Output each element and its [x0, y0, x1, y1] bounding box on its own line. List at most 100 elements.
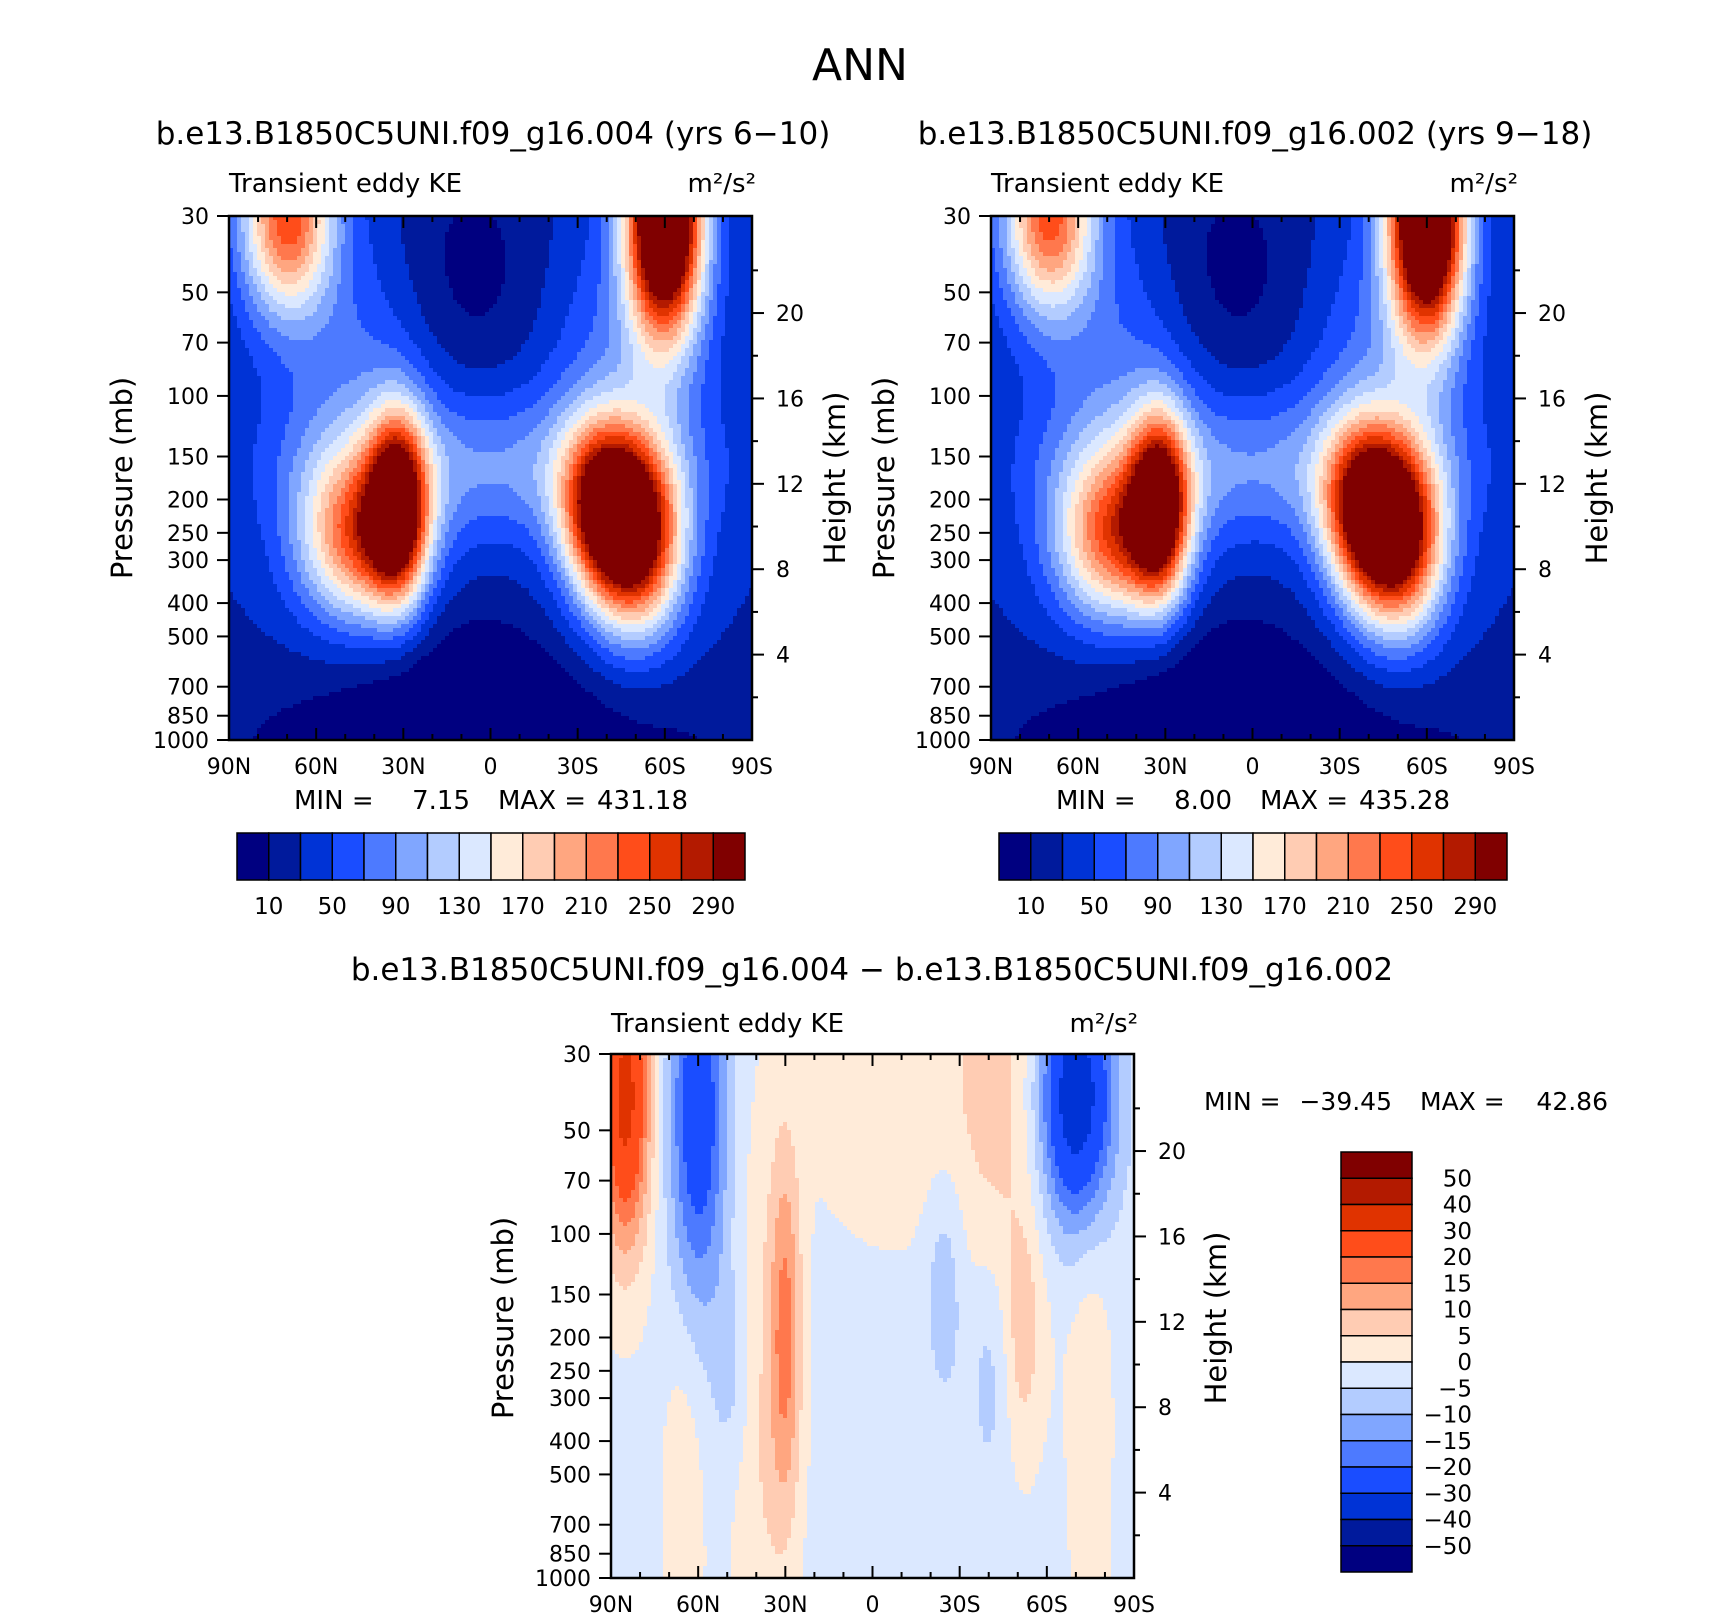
contour-cell [449, 464, 534, 469]
contour-cell [549, 412, 562, 417]
contour-cell [573, 580, 582, 585]
contour-cell [717, 532, 753, 537]
contour-cell [693, 488, 698, 493]
contour-cell [421, 420, 426, 425]
contour-cell [661, 556, 666, 561]
contour-cell [1023, 228, 1028, 233]
contour-cell [1491, 216, 1515, 221]
contour-cell [589, 236, 602, 241]
contour-cell [621, 320, 626, 325]
contour-cell [309, 576, 322, 581]
contour-cell [1211, 280, 1268, 285]
contour-cell [705, 332, 714, 337]
contour-cell [573, 384, 594, 389]
contour-cell [525, 552, 542, 557]
contour-cell [309, 216, 314, 221]
contour-cell [333, 504, 342, 509]
contour-cell [633, 428, 646, 433]
contour-cell [269, 228, 278, 233]
contour-cell [581, 552, 586, 557]
contour-cell [405, 576, 410, 581]
contour-cell [417, 412, 422, 417]
contour-cell [545, 268, 582, 273]
contour-cell [325, 260, 334, 265]
contour-cell [673, 624, 682, 629]
contour-cell [605, 424, 626, 429]
contour-cell [349, 484, 358, 489]
contour-cell [581, 528, 662, 533]
contour-cell [717, 308, 726, 313]
contour-cell [277, 496, 290, 501]
contour-cell [661, 464, 666, 469]
contour-cell [1463, 256, 1468, 261]
contour-cell [1259, 220, 1316, 225]
contour-cell [1343, 264, 1364, 269]
colorbar-box [522, 832, 556, 881]
contour-cell [545, 612, 562, 617]
contour-cell [1451, 216, 1456, 221]
contour-cell [553, 216, 590, 221]
contour-cell [653, 412, 666, 417]
contour-cell [553, 620, 570, 625]
contour-cell [429, 460, 434, 465]
contour-cell [1027, 240, 1036, 245]
contour-cell [673, 560, 678, 565]
contour-cell [1391, 240, 1396, 245]
contour-cell [1031, 288, 1044, 293]
contour-cell [409, 336, 438, 341]
contour-cell [553, 224, 590, 229]
contour-cell [721, 264, 730, 269]
contour-cell [701, 232, 706, 237]
contour-cell [1267, 272, 1308, 277]
contour-cell [633, 296, 638, 301]
contour-cell [1463, 288, 1468, 293]
contour-cell [569, 560, 574, 565]
contour-cell [1459, 256, 1464, 261]
contour-cell [721, 520, 753, 525]
contour-cell [557, 452, 566, 457]
contour-cell [617, 280, 622, 285]
contour-cell [373, 612, 402, 617]
contour-cell [1399, 260, 1404, 265]
contour-cell [673, 356, 682, 361]
contour-cell [697, 312, 706, 317]
contour-cell [541, 532, 550, 537]
contour-cell [273, 244, 306, 249]
contour-cell [605, 636, 622, 641]
contour-cell [413, 600, 418, 605]
contour-cell [613, 600, 626, 605]
contour-cell [421, 468, 426, 473]
contour-cell [453, 568, 538, 573]
contour-cell [685, 448, 694, 453]
contour-cell [589, 548, 658, 553]
contour-cell [693, 528, 698, 533]
contour-cell [385, 408, 406, 413]
contour-cell [353, 536, 362, 541]
contour-cell [633, 292, 638, 297]
contour-cell [1463, 268, 1468, 273]
contour-cell [649, 320, 658, 325]
contour-cell [353, 280, 382, 285]
contour-cell [665, 532, 670, 537]
contour-cell [1103, 252, 1116, 257]
contour-cell [293, 556, 302, 561]
contour-cell [697, 584, 710, 589]
contour-cell [433, 520, 438, 525]
contour-cell [629, 316, 638, 321]
contour-cell [593, 692, 753, 697]
contour-cell [669, 552, 674, 557]
contour-cell [265, 236, 270, 241]
contour-cell [229, 692, 330, 697]
contour-cell [681, 528, 686, 533]
contour-cell [681, 644, 714, 649]
contour-cell [601, 232, 610, 237]
contour-cell [357, 524, 418, 529]
contour-cell [569, 488, 574, 493]
contour-cell [313, 236, 318, 241]
contour-cell [361, 424, 370, 429]
contour-cell [413, 648, 434, 653]
contour-cell [277, 588, 294, 593]
contour-cell [281, 236, 298, 241]
contour-cell [1451, 220, 1456, 225]
contour-cell [701, 556, 714, 561]
